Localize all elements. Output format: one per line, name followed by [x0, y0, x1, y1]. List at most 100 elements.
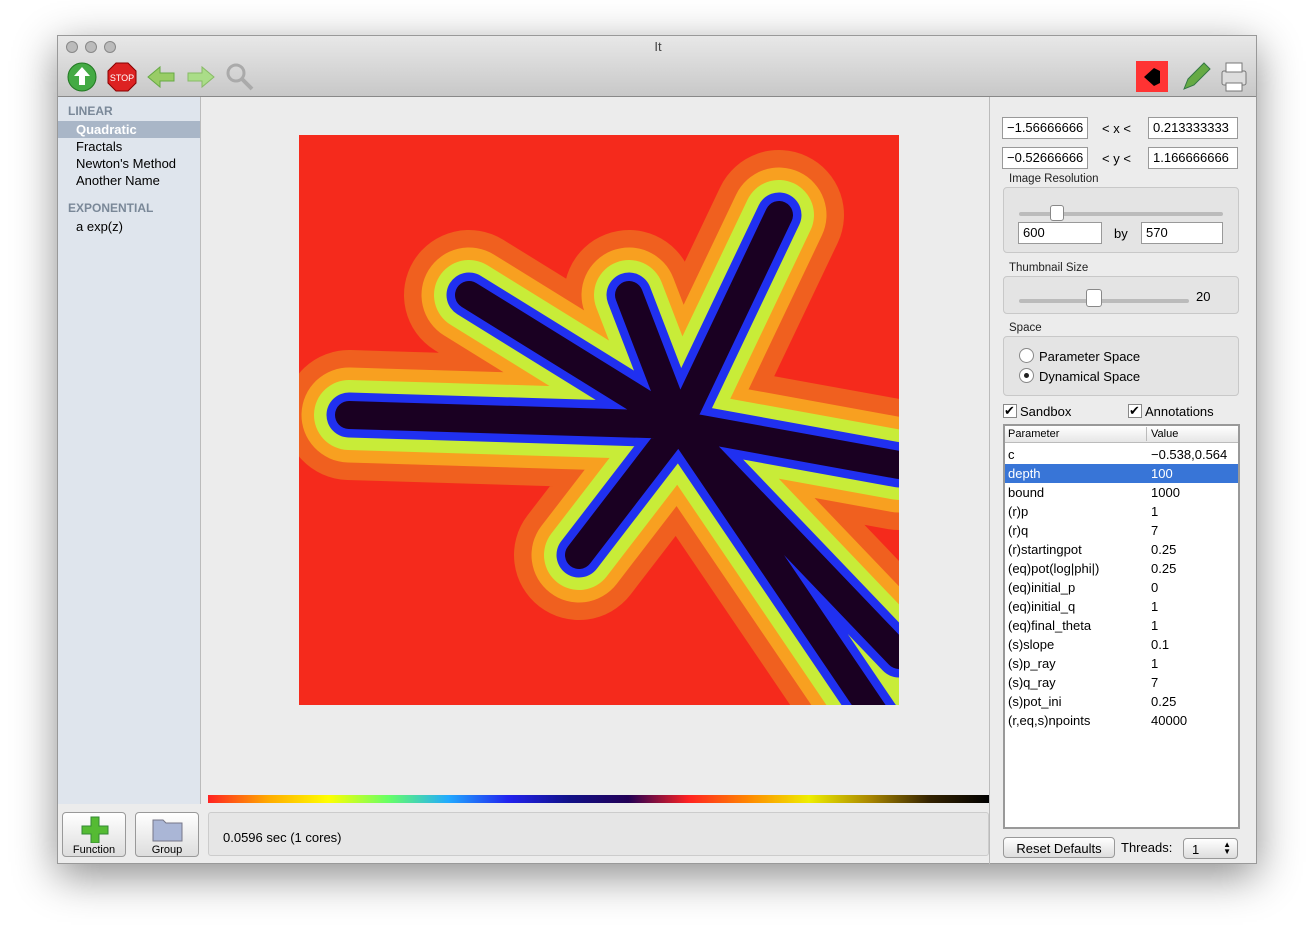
parameter-name: (s)pot_ini — [1008, 694, 1062, 709]
checkbox[interactable]: ✔ — [1003, 404, 1017, 418]
y-min-field[interactable]: −0.52666666 — [1002, 147, 1088, 169]
parameter-value: 0.25 — [1151, 694, 1177, 709]
group-button[interactable]: Group — [135, 812, 199, 857]
parameter-name: (eq)final_theta — [1008, 618, 1092, 633]
section-label: Space — [1009, 322, 1042, 334]
checkbox[interactable]: ✔ — [1128, 404, 1142, 418]
sidebar: LINEAR Quadratic Fractals Newton's Metho… — [58, 97, 201, 804]
by-label: by — [1114, 226, 1128, 241]
width-field[interactable]: 600 — [1018, 222, 1102, 244]
settings-panel: −1.56666666 < x < 0.213333333 −0.5266666… — [989, 97, 1257, 864]
reset-button[interactable]: Reset Defaults — [1003, 837, 1115, 858]
back-button[interactable] — [147, 65, 175, 89]
sidebar-item[interactable]: Newton's Method — [76, 156, 177, 171]
parameter-value: 0 — [1151, 580, 1159, 595]
y-max-field[interactable]: 1.166666666 — [1148, 147, 1238, 169]
table-header — [1005, 426, 1238, 443]
thumbnail-box: 20 — [1003, 276, 1239, 314]
threads-label: Threads: — [1121, 840, 1173, 855]
zoom-button[interactable] — [104, 41, 116, 53]
close-button[interactable] — [66, 41, 78, 53]
slider-thumb[interactable] — [1050, 205, 1064, 221]
parameter-name: (s)p_ray — [1008, 656, 1056, 671]
y-label: < y < — [1102, 151, 1131, 166]
resolution-box: 600 by 570 — [1003, 187, 1239, 253]
window: It STOP LINEAR Quadratic Fractals Newton… — [57, 35, 1257, 864]
radio-selected[interactable] — [1019, 368, 1034, 383]
parameter-value: 1 — [1151, 618, 1159, 633]
pencil-button[interactable] — [1183, 62, 1211, 90]
sidebar-item[interactable]: a exp(z) — [76, 219, 123, 234]
table-row[interactable] — [1005, 521, 1238, 540]
radio-label: Parameter Space — [1039, 349, 1141, 364]
toolbar-icons: STOP — [67, 62, 254, 92]
parameter-name: bound — [1008, 485, 1045, 500]
parameter-value: 7 — [1151, 675, 1159, 690]
stop-label: STOP — [110, 73, 134, 83]
forward-button[interactable] — [187, 65, 215, 89]
sidebar-item[interactable]: Fractals — [76, 139, 123, 154]
sidebar-item[interactable]: Another Name — [76, 173, 160, 188]
parameter-name: (eq)initial_q — [1008, 599, 1076, 614]
sidebar-item[interactable]: Quadratic — [76, 122, 137, 137]
parameter-table: Parameter Value c −0.538,0.564 depth 100 bou… — [1003, 424, 1240, 829]
parameter-value: 0.25 — [1151, 561, 1177, 576]
group-heading: EXPONENTIAL — [68, 201, 154, 215]
parameter-value: 0.1 — [1151, 637, 1170, 652]
x-label: < x < — [1102, 121, 1131, 136]
parameter-name: (s)slope — [1008, 637, 1055, 652]
parameter-value: 1 — [1151, 599, 1159, 614]
button-label: Function — [72, 844, 116, 856]
status-bar: 0.0596 sec (1 cores) — [208, 812, 989, 856]
section-label: Thumbnail Size — [1009, 262, 1089, 274]
parameter-name: (r)q — [1008, 523, 1029, 538]
slider-track — [1019, 299, 1189, 303]
height-field[interactable]: 570 — [1141, 222, 1223, 244]
parameter-name: (eq)pot(log|phi|) — [1008, 561, 1100, 576]
toolbar-right-icons — [1136, 61, 1247, 92]
fractal-image — [299, 135, 899, 705]
window-title: It — [654, 39, 662, 54]
plus-icon — [81, 816, 109, 843]
button-label: Group — [151, 844, 183, 856]
column-header: Value — [1151, 428, 1179, 440]
x-max-field[interactable]: 0.213333333 — [1148, 117, 1238, 139]
parameter-value: 100 — [1151, 466, 1173, 481]
column-header: Parameter — [1008, 428, 1060, 440]
parameter-value: 1000 — [1151, 485, 1180, 500]
parameter-value: 7 — [1151, 523, 1159, 538]
parameter-value: 0.25 — [1151, 542, 1177, 557]
slider-thumb[interactable] — [1086, 289, 1102, 307]
parameter-name: (eq)initial_p — [1008, 580, 1076, 595]
checkbox-label: Annotations — [1145, 404, 1214, 419]
checkbox-label: Sandbox — [1020, 404, 1072, 419]
parameter-name: c — [1008, 447, 1015, 462]
folder-icon — [152, 819, 183, 842]
parameter-name: (r)startingpot — [1008, 542, 1082, 557]
threads-value: 1 — [1192, 842, 1200, 857]
selection-highlight — [58, 121, 200, 138]
section-label: Image Resolution — [1009, 173, 1099, 185]
stop-button[interactable] — [107, 62, 137, 92]
parameter-name: (r,eq,s)npoints — [1008, 713, 1091, 728]
parameter-value: −0.538,0.564 — [1151, 447, 1228, 462]
space-box: Parameter Space Dynamical Space — [1003, 336, 1239, 396]
x-min-field[interactable]: −1.56666666 — [1002, 117, 1088, 139]
threads-select[interactable]: 1 ▲ ▼ — [1183, 838, 1238, 859]
minimize-button[interactable] — [85, 41, 97, 53]
parameter-name: (s)q_ray — [1008, 675, 1056, 690]
parameter-value: 1 — [1151, 504, 1159, 519]
table-row[interactable] — [1005, 464, 1238, 483]
parameter-value: 40000 — [1151, 713, 1188, 728]
table-row[interactable] — [1005, 502, 1238, 521]
zoom-tool[interactable] — [226, 63, 246, 83]
parameter-value: 1 — [1151, 656, 1159, 671]
title-bar: It STOP — [58, 36, 1256, 97]
radio[interactable] — [1019, 348, 1034, 363]
function-button[interactable]: Function — [62, 812, 126, 857]
color-bar — [208, 795, 989, 803]
thumbnail-value: 20 — [1196, 289, 1211, 304]
group-heading: LINEAR — [68, 104, 113, 118]
radio-label: Dynamical Space — [1039, 369, 1141, 384]
